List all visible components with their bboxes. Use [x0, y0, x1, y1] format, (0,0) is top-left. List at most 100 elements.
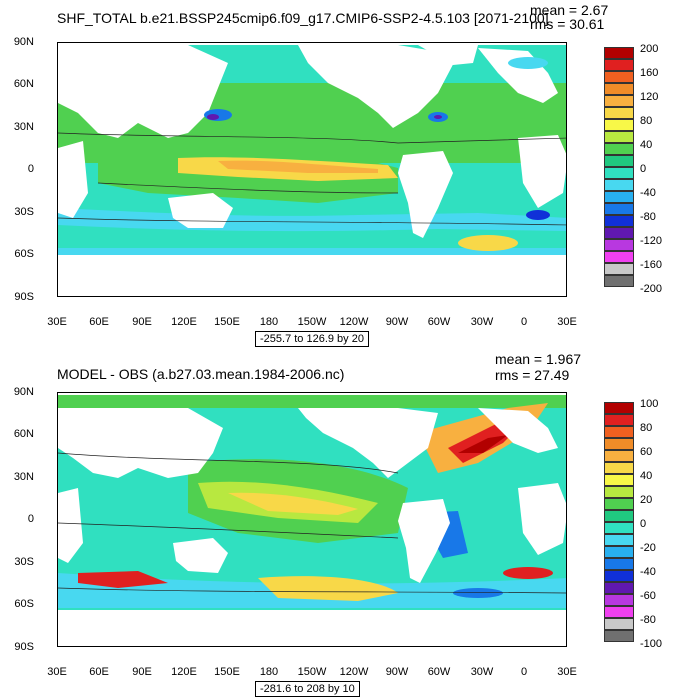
colorbar-swatch: [604, 522, 634, 534]
x-tick-label: 60W: [427, 316, 451, 328]
colorbar-swatch: [604, 83, 634, 95]
x-tick-label: 120W: [339, 316, 369, 328]
colorbar-label: 120: [640, 91, 659, 103]
x-tick-label: 0: [520, 666, 528, 678]
australia-landmass: [168, 193, 233, 228]
x-tick-label: 30E: [557, 316, 577, 328]
x-tick-label: 60W: [427, 666, 451, 678]
y-tick-label: 0: [27, 163, 34, 175]
bottom-panel: MODEL - OBS (a.b27.03.mean.1984-2006.nc)…: [0, 350, 700, 700]
colorbar-swatch: [604, 474, 634, 486]
x-tick-label: 30E: [47, 316, 67, 328]
south-pacific-warm: [258, 576, 398, 601]
colorbar-label: -60: [640, 590, 656, 602]
colorbar-swatch: [604, 618, 634, 630]
colorbar-label: 0: [640, 163, 647, 175]
colorbar-label: -40: [640, 187, 656, 199]
colorbar-label: -200: [640, 283, 663, 295]
colorbar-swatch: [604, 426, 634, 438]
top-panel: SHF_TOTAL b.e21.BSSP245cmip6.f09_g17.CMI…: [13, 2, 663, 347]
bottom-panel-title: MODEL - OBS (a.b27.03.mean.1984-2006.nc): [57, 366, 345, 382]
colorbar-label: 200: [640, 43, 659, 55]
colorbar-label: -80: [640, 211, 656, 223]
pacific-warm-core: [228, 492, 358, 515]
colorbar-swatch: [604, 546, 634, 558]
colorbar-swatch: [604, 534, 634, 546]
colorbar-swatch: [604, 570, 634, 582]
x-tick-label: 150E: [214, 666, 240, 678]
southwest-atlantic-warm: [458, 235, 518, 251]
bottom-rms-text: rms = 27.49: [495, 367, 570, 383]
africa-landmass: [58, 141, 88, 218]
x-tick-label: 90W: [385, 666, 409, 678]
asia-landmass: [58, 45, 228, 138]
x-tick-label: 30W: [470, 666, 494, 678]
x-tick-label: 0: [520, 316, 528, 328]
colorbar-swatch: [604, 191, 634, 203]
y-tick-label: 90N: [13, 386, 34, 398]
y-tick-label: 60N: [13, 78, 34, 90]
colorbar-swatch: [604, 630, 634, 642]
southern-ocean-inner: [58, 225, 566, 248]
antarctica-landmass: [58, 610, 566, 646]
colorbar-swatch: [604, 606, 634, 618]
australia-landmass: [173, 538, 228, 573]
nordic-seas-feature: [508, 57, 548, 69]
africa-east-landmass: [518, 135, 566, 208]
colorbar-swatch: [604, 71, 634, 83]
x-tick-label: 150E: [214, 316, 240, 328]
y-tick-label: 30S: [14, 556, 34, 568]
top-map-svg: [58, 43, 566, 296]
top-panel-title: SHF_TOTAL b.e21.BSSP245cmip6.f09_g17.CMI…: [57, 10, 549, 26]
colorbar-swatch: [604, 263, 634, 275]
colorbar-swatch: [604, 107, 634, 119]
top-mean-text: mean = 2.67: [530, 2, 609, 18]
colorbar-swatch: [604, 414, 634, 426]
y-tick-label: 30S: [14, 206, 34, 218]
colorbar-label: -160: [640, 259, 663, 271]
y-tick-label: 90S: [14, 641, 34, 653]
colorbar-label: 80: [640, 422, 653, 434]
y-tick-label: 60N: [13, 428, 34, 440]
x-tick-label: 90E: [132, 316, 152, 328]
colorbar-swatch: [604, 438, 634, 450]
colorbar-swatch: [604, 558, 634, 570]
contour-line: [58, 452, 399, 474]
y-tick-label: 30N: [13, 121, 34, 133]
gulfstream-core: [434, 115, 442, 119]
colorbar-swatch: [604, 179, 634, 191]
greenland-landmass: [418, 45, 478, 65]
agulhas-feature: [526, 210, 550, 220]
africa-east-landmass: [518, 483, 566, 555]
europe-landmass: [478, 408, 558, 453]
colorbar-label: 0: [640, 518, 647, 530]
bottom-mean-text: mean = 1.967: [495, 351, 582, 367]
colorbar-swatch: [604, 203, 634, 215]
colorbar-label: 60: [640, 446, 653, 458]
africa-landmass: [58, 488, 83, 563]
colorbar-swatch: [604, 251, 634, 263]
agulhas-hot: [503, 567, 553, 579]
colorbar-label: 40: [640, 470, 653, 482]
top-colorbar: [604, 47, 634, 287]
asia-landmass: [58, 408, 223, 478]
colorbar-swatch: [604, 486, 634, 498]
colorbar-swatch: [604, 227, 634, 239]
bottom-map-svg: [58, 393, 566, 646]
x-tick-label: 150W: [297, 316, 327, 328]
colorbar-swatch: [604, 582, 634, 594]
bottom-colorbar: [604, 402, 634, 642]
contour-line: [97, 182, 399, 194]
x-tick-label: 30W: [470, 316, 494, 328]
contour-line: [58, 587, 566, 594]
x-tick-label: 180: [259, 666, 279, 678]
x-tick-label: 30E: [47, 666, 67, 678]
colorbar-label: 40: [640, 139, 653, 151]
colorbar-swatch: [604, 239, 634, 251]
colorbar-swatch: [604, 450, 634, 462]
colorbar-swatch: [604, 215, 634, 227]
x-tick-label: 90E: [132, 666, 152, 678]
equatorial-warm-core: [218, 160, 378, 173]
contour-line: [58, 132, 566, 144]
europe-landmass: [478, 48, 558, 103]
